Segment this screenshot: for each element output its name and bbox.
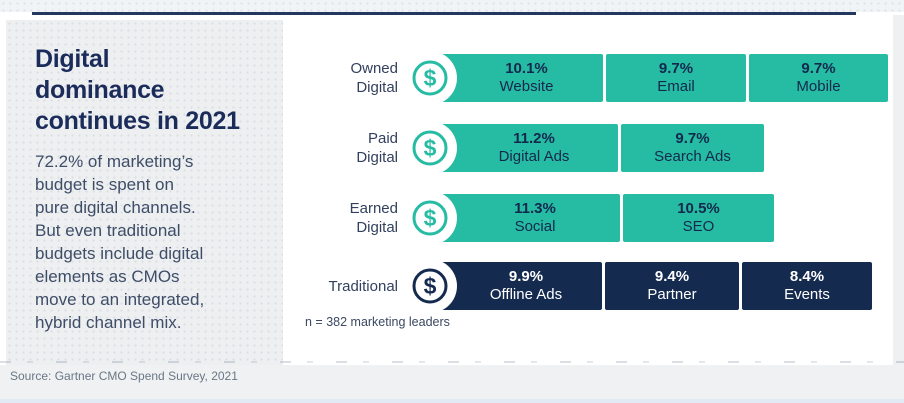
svg-text:$: $ (424, 205, 437, 231)
dollar-circle-icon: $ (403, 121, 457, 175)
segment-label: Social (514, 218, 556, 235)
segment-value: 9.9% (508, 268, 544, 285)
segment-label: Mobile (796, 78, 841, 95)
chart-row: Owned Digital $10.1% Website 9.7% Email 9.7% M… (283, 51, 888, 105)
bar-segment: 10.5% SEO (623, 194, 774, 242)
segment-label: Digital Ads (498, 148, 570, 165)
segment-value: 10.5% (677, 200, 720, 217)
bar-segment: 9.7% Email (606, 54, 746, 102)
top-rule (32, 12, 856, 15)
bar-segment: 8.4% Events (742, 262, 872, 310)
segment-label: Events (784, 286, 830, 303)
chart-row: Paid Digital $11.2% Digital Ads 9.7% Search … (283, 121, 764, 175)
chart-row: Earned Digital $11.3% Social 10.5% SEO (283, 191, 774, 245)
segment-label: Email (657, 78, 695, 95)
segment-label: Partner (647, 286, 697, 303)
footer-band: Source: Gartner CMO Spend Survey, 2021 (0, 365, 904, 399)
segment-value: 11.3% (514, 200, 556, 217)
segment-label: Website (499, 78, 554, 95)
svg-text:$: $ (424, 273, 437, 299)
dollar-circle-icon: $ (403, 191, 457, 245)
segment-value: 9.7% (658, 60, 694, 77)
segment-label: Search Ads (654, 148, 731, 165)
segment-value: 8.4% (789, 268, 825, 285)
dollar-circle-icon: $ (403, 259, 457, 313)
segment-label: Offline Ads (489, 286, 563, 303)
row-category-label: Earned Digital (349, 200, 398, 236)
chart-row: Traditional $9.9% Offline Ads 9.4% Partner 8.… (283, 259, 872, 313)
bar-segment: 9.4% Partner (605, 262, 739, 310)
row-category-label: Paid Digital (356, 130, 398, 166)
cropped-text-artifact (0, 361, 904, 363)
bar-assembly: $10.1% Website 9.7% Email 9.7% Mobile (403, 51, 888, 105)
bar-segment: 9.7% Search Ads (621, 124, 764, 172)
bar-assembly: $11.2% Digital Ads 9.7% Search Ads (403, 121, 764, 175)
right-edge-strip (893, 15, 904, 365)
chart-area: n = 382 marketing leaders Owned Digital $… (283, 0, 895, 365)
bottom-edge-strip (0, 399, 904, 403)
page-title: Digital dominance continues in 2021 (35, 45, 240, 135)
svg-text:$: $ (424, 135, 437, 161)
top-margin-band (0, 0, 904, 12)
row-category-label: Owned Digital (350, 60, 398, 96)
segment-label: SEO (682, 218, 715, 235)
segment-value: 9.7% (801, 60, 836, 77)
segment-value: 10.1% (505, 60, 548, 77)
bar-assembly: $11.3% Social 10.5% SEO (403, 191, 774, 245)
segment-value: 11.2% (513, 130, 555, 147)
dollar-circle-icon: $ (403, 51, 457, 105)
segment-value: 9.4% (654, 268, 690, 285)
svg-text:$: $ (424, 65, 437, 91)
sample-size-note: n = 382 marketing leaders (305, 315, 450, 329)
intro-paragraph: 72.2% of marketing’s budget is spent on … (35, 152, 205, 332)
text-panel (6, 20, 283, 365)
bar-assembly: $9.9% Offline Ads 9.4% Partner 8.4% Events (403, 259, 872, 313)
bar-segment: 9.7% Mobile (749, 54, 888, 102)
row-category-label: Traditional (328, 277, 398, 295)
segment-value: 9.7% (675, 130, 710, 147)
source-note: Source: Gartner CMO Spend Survey, 2021 (10, 369, 238, 383)
